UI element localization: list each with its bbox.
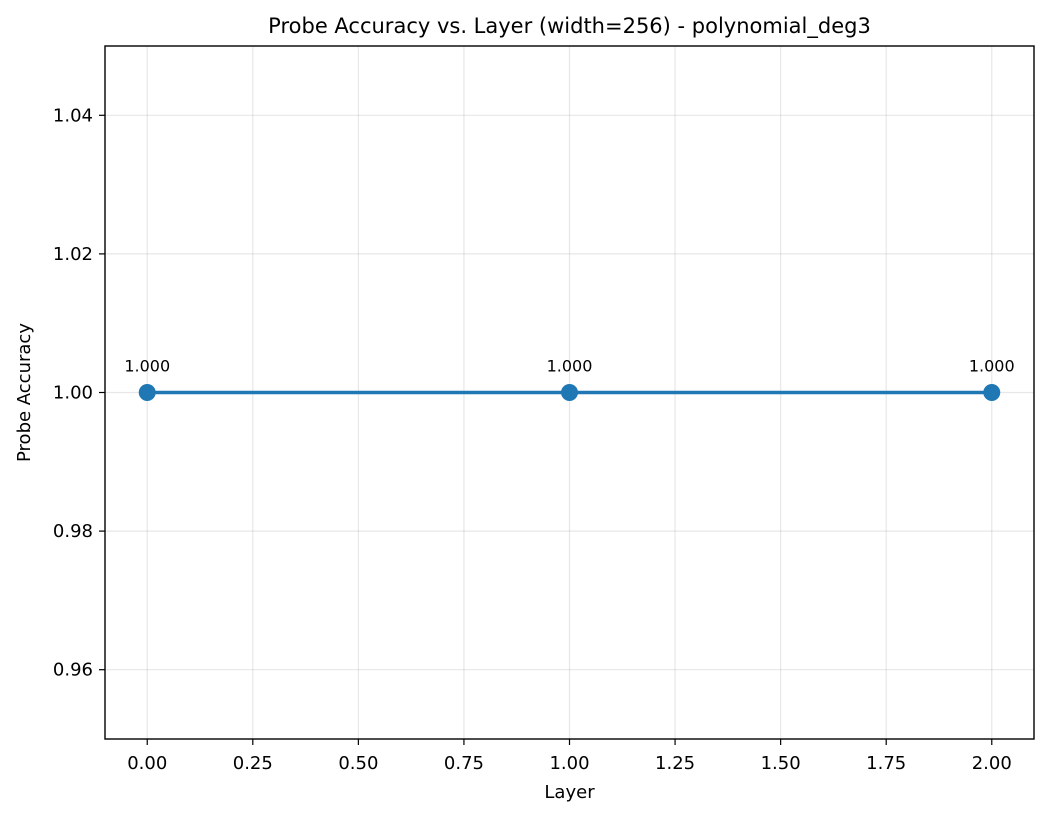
y-axis-ticks: 0.96 0.98 1.00 1.02 1.04 (53, 105, 105, 681)
x-tick-label: 1.00 (549, 753, 589, 774)
x-axis-label: Layer (544, 782, 595, 803)
x-tick-label: 2.00 (972, 753, 1012, 774)
y-tick-label: 0.98 (53, 521, 93, 542)
y-tick-label: 1.00 (53, 383, 93, 404)
x-tick-label: 1.25 (655, 753, 695, 774)
data-label: 1.000 (969, 357, 1015, 376)
x-tick-label: 0.75 (444, 753, 484, 774)
y-tick-label: 1.04 (53, 105, 93, 126)
x-tick-label: 1.75 (866, 753, 906, 774)
data-label: 1.000 (547, 357, 593, 376)
y-tick-label: 0.96 (53, 660, 93, 681)
y-axis-label: Probe Accuracy (14, 323, 35, 462)
x-tick-label: 0.25 (233, 753, 273, 774)
x-tick-label: 0.50 (338, 753, 378, 774)
data-point (983, 384, 1001, 401)
series-group: 1.000 1.000 1.000 (124, 357, 1015, 401)
x-axis-ticks: 0.00 0.25 0.50 0.75 1.00 1.25 1.50 1.75 2.00 (127, 739, 1012, 774)
x-tick-label: 1.50 (761, 753, 801, 774)
chart-title: Probe Accuracy vs. Layer (width=256) - p… (268, 14, 871, 39)
y-tick-label: 1.02 (53, 244, 93, 265)
data-point (561, 384, 578, 401)
x-tick-label: 0.00 (127, 753, 167, 774)
data-label: 1.000 (124, 357, 170, 376)
data-point (138, 384, 156, 401)
